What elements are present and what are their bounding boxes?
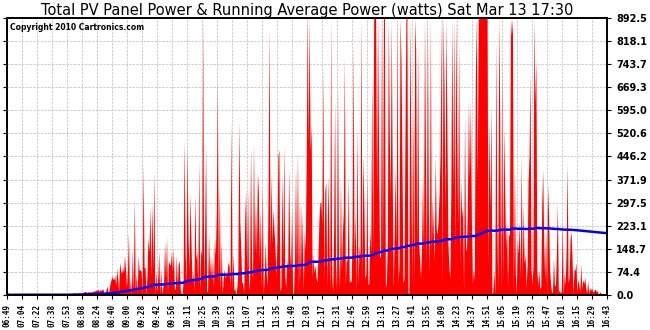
Text: Copyright 2010 Cartronics.com: Copyright 2010 Cartronics.com xyxy=(10,23,144,32)
Title: Total PV Panel Power & Running Average Power (watts) Sat Mar 13 17:30: Total PV Panel Power & Running Average P… xyxy=(41,3,573,18)
